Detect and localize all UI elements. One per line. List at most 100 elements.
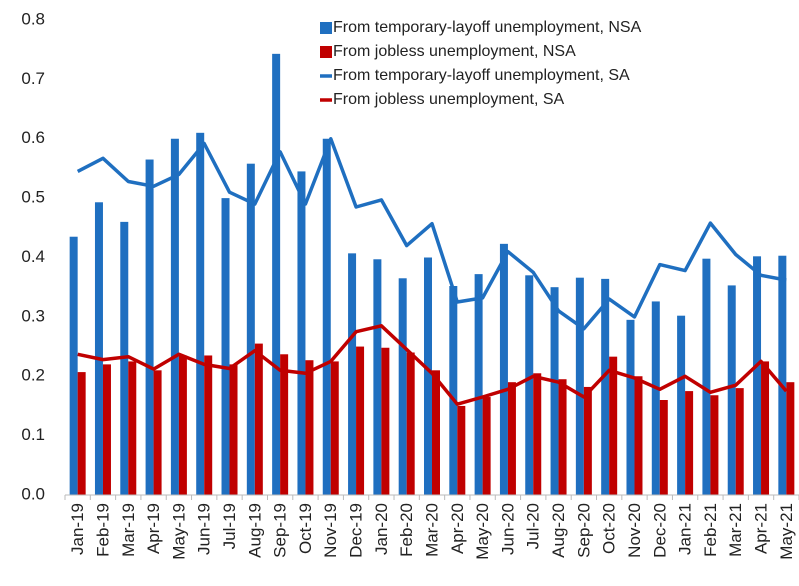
x-tick-label: Jun-20 — [498, 503, 517, 555]
bar — [322, 138, 331, 495]
bar — [424, 257, 432, 495]
line — [76, 137, 787, 331]
x-tick-label: Oct-20 — [600, 503, 619, 554]
bar — [474, 274, 483, 495]
bar — [558, 379, 567, 495]
bar — [145, 159, 154, 495]
bar — [94, 202, 103, 495]
bar — [677, 315, 686, 495]
legend-label: From jobless unemployment, SA — [333, 91, 565, 108]
bar — [229, 364, 238, 495]
y-tick-label: 0.6 — [21, 128, 45, 147]
bar — [550, 287, 559, 495]
bar — [170, 138, 179, 495]
bar — [373, 259, 382, 495]
bar — [659, 400, 668, 495]
y-tick-label: 0.8 — [21, 9, 45, 28]
bar — [609, 356, 618, 495]
x-tick-label: Nov-19 — [321, 503, 340, 558]
bar — [710, 395, 719, 495]
bar — [272, 53, 281, 495]
bar — [507, 382, 516, 495]
x-tick-label: Feb-21 — [701, 503, 720, 557]
bar — [778, 255, 787, 495]
bar — [533, 373, 542, 495]
x-tick-label: Jan-20 — [372, 503, 391, 555]
legend-label: From jobless unemployment, NSA — [333, 43, 576, 60]
legend-swatch — [320, 22, 332, 34]
bar — [69, 236, 78, 495]
y-tick-label: 0.4 — [21, 247, 45, 266]
bar — [482, 397, 491, 495]
x-tick-label: Jan-19 — [68, 503, 87, 555]
y-tick-label: 0.1 — [21, 425, 45, 444]
line — [77, 324, 788, 406]
bar — [398, 278, 407, 495]
x-tick-label: Jun-19 — [195, 503, 214, 555]
bar — [457, 405, 466, 495]
bar — [685, 391, 694, 495]
bar — [626, 319, 635, 495]
bar — [77, 372, 86, 495]
bar — [280, 354, 289, 495]
bar — [499, 243, 508, 495]
bar — [102, 364, 111, 495]
bar — [406, 352, 415, 495]
bar — [254, 343, 263, 495]
x-tick-label: Dec-19 — [347, 503, 366, 558]
bar — [305, 360, 314, 495]
y-tick-label: 0.3 — [21, 306, 45, 325]
bar — [786, 382, 795, 495]
bar — [583, 386, 592, 495]
bar — [204, 355, 213, 495]
x-tick-label: Nov-20 — [625, 503, 644, 558]
bar — [330, 361, 339, 495]
y-tick-label: 0.7 — [21, 69, 45, 88]
y-tick-label: 0.2 — [21, 366, 45, 385]
bar — [432, 370, 440, 495]
x-tick-label: Oct-19 — [296, 503, 315, 554]
bar — [356, 346, 365, 495]
legend-label: From temporary-layoff unemployment, NSA — [333, 19, 642, 36]
x-tick-label: Aug-19 — [245, 503, 264, 558]
x-tick-label: Aug-20 — [549, 503, 568, 558]
x-tick-label: Apr-20 — [448, 503, 467, 554]
x-tick-label: Apr-19 — [144, 503, 163, 554]
x-tick-label: May-21 — [777, 503, 796, 560]
x-tick-label: Jan-21 — [676, 503, 695, 555]
x-tick-label: Mar-21 — [726, 503, 745, 557]
x-tick-label: Jul-20 — [524, 503, 543, 549]
bar — [735, 388, 744, 495]
bar — [702, 258, 711, 495]
x-tick-label: Mar-19 — [119, 503, 138, 557]
bar — [761, 361, 770, 495]
x-tick-label: May-20 — [473, 503, 492, 560]
bar — [601, 278, 610, 495]
bar — [348, 253, 357, 495]
x-tick-label: Feb-19 — [93, 503, 112, 557]
bar — [634, 376, 643, 495]
x-tick-label: Sep-19 — [271, 503, 290, 558]
bar — [246, 163, 255, 495]
y-tick-label: 0.5 — [21, 188, 45, 207]
legend-swatch — [320, 46, 332, 58]
bar — [297, 171, 306, 495]
x-tick-label: Dec-20 — [650, 503, 669, 558]
x-tick-label: Mar-20 — [422, 503, 441, 557]
bar — [221, 198, 230, 495]
bar — [196, 132, 205, 495]
bar — [525, 275, 534, 495]
bar — [153, 370, 162, 495]
legend-label: From temporary-layoff unemployment, SA — [333, 67, 630, 84]
bar — [753, 256, 762, 495]
y-tick-label: 0.0 — [21, 484, 45, 503]
bar — [178, 355, 187, 495]
x-tick-label: Apr-21 — [752, 503, 771, 554]
bar — [128, 361, 137, 495]
bar — [651, 301, 660, 495]
x-tick-label: Sep-20 — [574, 503, 593, 558]
x-tick-label: May-19 — [169, 503, 188, 560]
bar — [381, 347, 390, 495]
x-tick-label: Jul-19 — [220, 503, 239, 549]
